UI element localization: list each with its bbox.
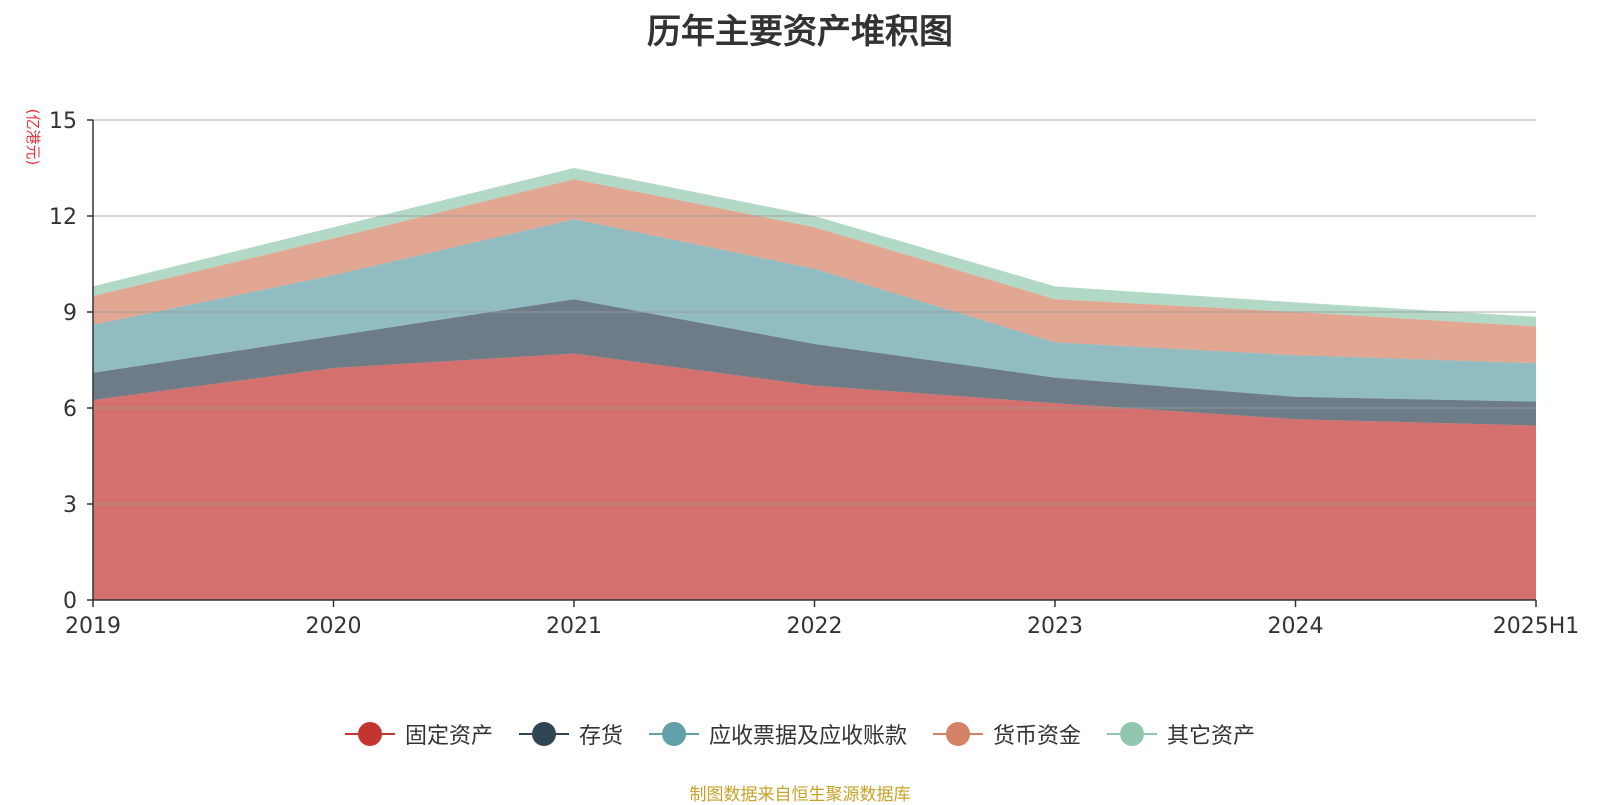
legend-item-1[interactable]: 存货 <box>518 718 623 750</box>
x-tick-label-1: 2020 <box>306 614 362 639</box>
legend-marker-icon <box>344 722 395 746</box>
legend-label: 固定资产 <box>404 724 493 749</box>
area-series-2 <box>93 219 1536 402</box>
legend-label: 货币资金 <box>993 724 1082 749</box>
legend: 固定资产 存货 应收票据及应收账款 货币资金 其它资产 <box>0 718 1600 750</box>
legend-item-2[interactable]: 应收票据及应收账款 <box>648 718 907 750</box>
x-tick-label-5: 2024 <box>1268 614 1324 639</box>
area-series-0 <box>93 353 1536 600</box>
y-tick-label-0: 0 <box>63 589 77 614</box>
y-tick-label-4: 12 <box>49 205 77 230</box>
legend-marker-icon <box>648 722 699 746</box>
legend-label: 其它资产 <box>1167 724 1256 749</box>
y-tick-label-3: 9 <box>63 301 77 326</box>
x-tick-label-6: 2025H1 <box>1493 614 1580 639</box>
legend-label: 应收票据及应收账款 <box>708 724 907 749</box>
area-series-4 <box>93 168 1536 327</box>
source-note: 制图数据来自恒生聚源数据库 <box>689 785 911 805</box>
area-series-3 <box>93 179 1536 364</box>
x-tick-label-4: 2023 <box>1027 614 1083 639</box>
legend-marker-icon <box>1107 722 1158 746</box>
area-series-1 <box>93 299 1536 426</box>
y-axis-unit-label: (亿港元) <box>24 109 42 166</box>
chart-title: 历年主要资产堆积图 <box>647 12 953 52</box>
y-tick-label-5: 15 <box>49 109 77 134</box>
legend-item-0[interactable]: 固定资产 <box>344 718 493 750</box>
legend-item-3[interactable]: 货币资金 <box>933 718 1081 750</box>
x-tick-label-2: 2021 <box>546 614 602 639</box>
x-tick-label-3: 2022 <box>787 614 843 639</box>
legend-label: 存货 <box>578 724 623 749</box>
y-tick-label-1: 3 <box>63 493 77 518</box>
y-tick-label-2: 6 <box>63 397 77 422</box>
legend-item-4[interactable]: 其它资产 <box>1107 718 1255 750</box>
x-tick-label-0: 2019 <box>65 614 121 639</box>
legend-marker-icon <box>518 722 569 746</box>
legend-marker-icon <box>933 722 983 746</box>
